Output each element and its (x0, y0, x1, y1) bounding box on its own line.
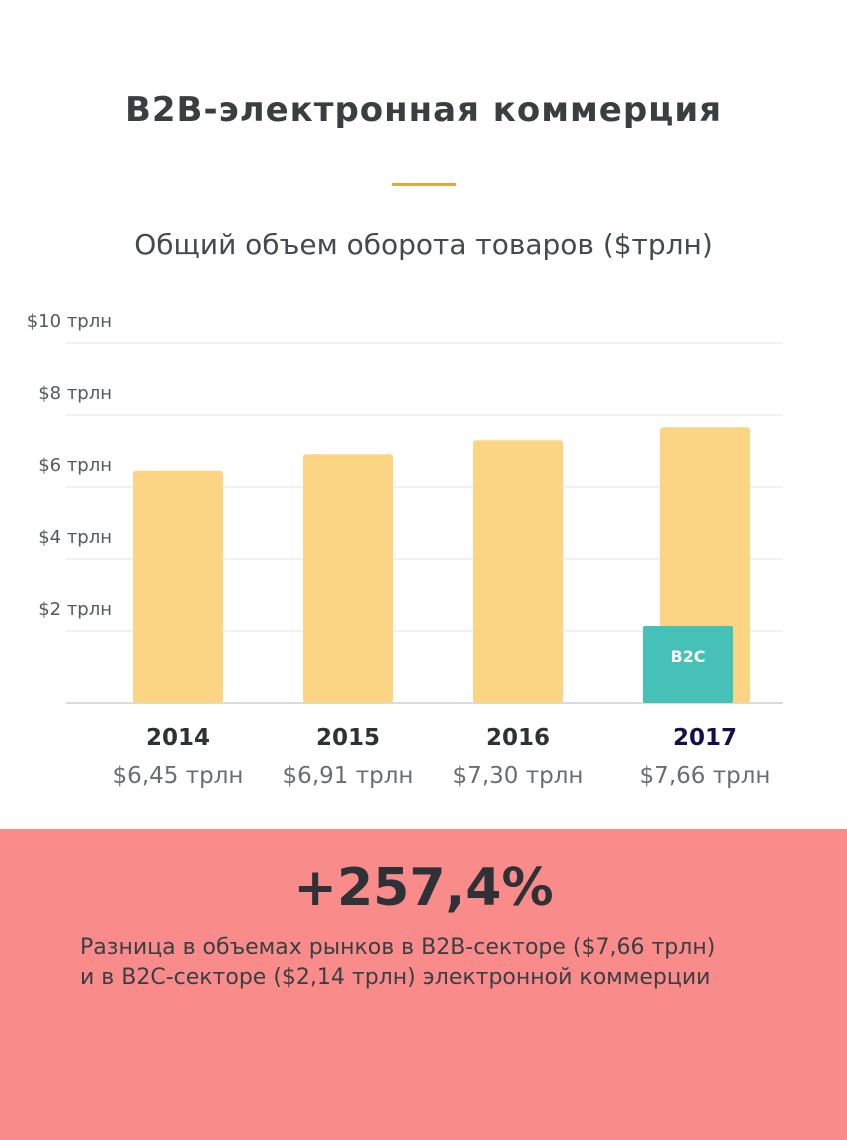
title-divider (392, 183, 456, 186)
b2c-bar (643, 625, 733, 703)
x-tick-label: 2014 (146, 725, 210, 751)
data-label: $7,30 трлн (453, 763, 584, 789)
y-tick-label: $10 трлн (27, 311, 112, 332)
data-label: $7,66 трлн (640, 763, 771, 789)
data-label: $6,91 трлн (283, 763, 414, 789)
summary-panel (0, 829, 847, 1140)
y-tick-label: $8 трлн (38, 383, 112, 404)
bar (303, 454, 393, 703)
x-tick-label: 2017 (673, 725, 737, 751)
x-tick-label: 2015 (316, 725, 380, 751)
y-tick-label: $6 трлн (38, 455, 112, 476)
b2c-label: B2C (670, 647, 705, 666)
x-tick-label: 2016 (486, 725, 550, 751)
bar (133, 470, 223, 703)
y-tick-label: $4 трлн (38, 527, 112, 548)
page-title: B2B-электронная коммерция (124, 90, 723, 130)
summary-note-line: Разница в объемах рынков в B2B-секторе (… (80, 935, 716, 960)
data-label: $6,45 трлн (113, 763, 244, 789)
summary-note: Разница в объемах рынков в B2B-секторе (… (80, 933, 820, 993)
bar (473, 440, 563, 703)
chart-title: Общий объем оборота товаров ($трлн) (134, 228, 713, 261)
bar-chart: $2 трлн $4 трлн $6 трлн $8 трлн $10 трлн 2014… (27, 311, 783, 789)
y-tick-label: $2 трлн (38, 599, 112, 620)
growth-stat: +257,4% (293, 858, 554, 918)
summary-note-line: и в B2C-секторе ($2,14 трлн) электронной… (80, 965, 711, 990)
